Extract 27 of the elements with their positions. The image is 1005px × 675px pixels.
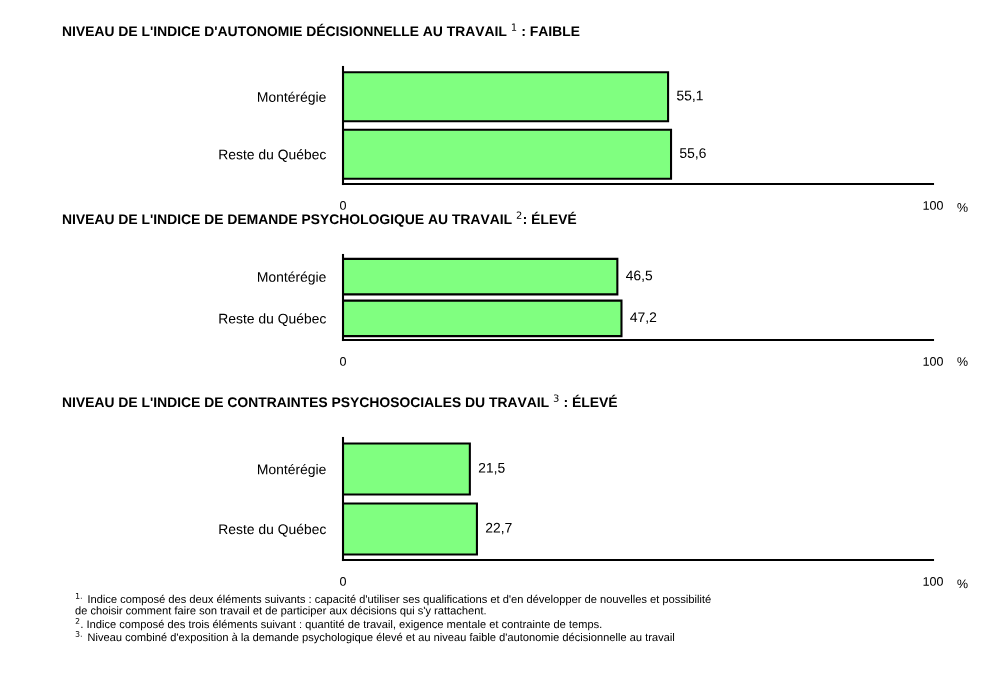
data-label: 46,5 — [626, 270, 653, 282]
chart-title: NIVEAU DE L'INDICE DE CONTRAINTES PSYCHOSOCIALES DU TRAVAIL $^{3}$ : ÉLEVÉ — [62, 394, 618, 408]
y-tick-label: Reste du Québec — [219, 149, 326, 162]
x-axis-title: % — [957, 203, 968, 212]
x-tick-label: 0 — [340, 357, 346, 366]
data-label: 21,5 — [478, 462, 505, 475]
text: $^{2}$. Indice composé des trois éléments suivant : quantité de travail, exigence mentale et contrainte de temps. — [75, 618, 602, 631]
data-label: 47,2 — [630, 312, 657, 324]
x-tick-label: 100 — [923, 577, 943, 586]
chart-title: NIVEAU DE L'INDICE D'AUTONOMIE DÉCISIONNELLE AU TRAVAIL $^{1}$ : FAIBLE — [62, 23, 580, 37]
data-label: 55,1 — [676, 90, 703, 103]
y-tick-label: Montérégie — [257, 271, 326, 285]
x-tick-label: 0 — [340, 577, 346, 586]
text: $^{1.}$ Indice composé des deux éléments suivants : capacité d'utiliser ses qualifications et d'en développer de nouvelles et possibilité de choisir comment faire son travail et de participer aux décisions qui s'y rattachent. — [75, 593, 711, 617]
x-tick-label: 100 — [923, 201, 943, 210]
y-tick-label: Reste du Québec — [219, 523, 326, 537]
data-label: 22,7 — [485, 522, 512, 535]
y-tick-label: Montérégie — [257, 463, 326, 478]
chart-title: NIVEAU DE L'INDICE DE DEMANDE PSYCHOLOGIQUE AU TRAVAIL $^{2}$: ÉLEVÉ — [62, 211, 577, 227]
data-label: 55,6 — [679, 148, 706, 160]
x-axis-title: % — [957, 579, 968, 589]
y-tick-label: Reste du Québec — [219, 313, 326, 327]
x-tick-label: 100 — [923, 357, 943, 366]
y-tick-label: Montérégie — [257, 91, 326, 105]
x-axis-title: % — [957, 357, 968, 366]
text: $^{3.}$ Niveau combiné d'exposition à la demande psychologique élevé et au niveau faible d'autonomie décisionnelle au travail — [75, 631, 675, 644]
x-tick-label: 0 — [340, 201, 346, 210]
